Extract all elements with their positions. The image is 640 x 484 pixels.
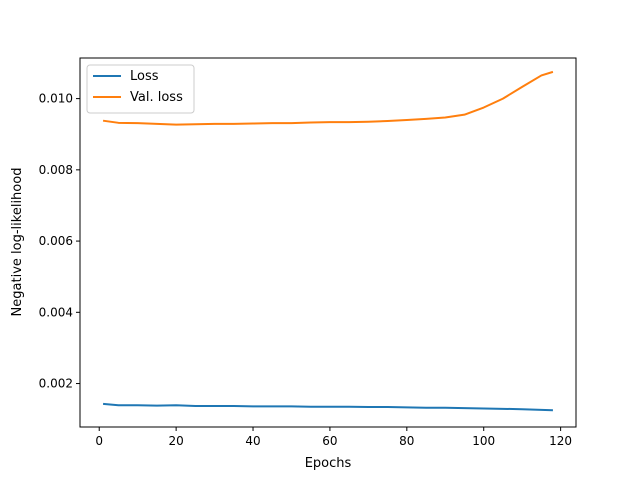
legend: Loss Val. loss — [86, 64, 195, 114]
y-tick-label: 0.006 — [39, 234, 73, 248]
x-tick-label: 20 — [168, 434, 183, 448]
plot-area-frame — [79, 57, 577, 428]
series-lines — [102, 70, 554, 412]
y-tick-label: 0.010 — [39, 92, 73, 106]
y-axis-ticks: 0.002 0.004 0.006 0.008 0.010 — [39, 92, 80, 391]
x-tick-label: 60 — [322, 434, 337, 448]
x-tick-label: 0 — [95, 434, 103, 448]
series-line-0 — [102, 402, 553, 412]
x-tick-label: 80 — [399, 434, 414, 448]
y-tick-label: 0.004 — [39, 305, 73, 319]
x-tick-label: 120 — [549, 434, 572, 448]
x-axis-label: Epochs — [305, 456, 352, 471]
legend-label-val-loss: Val. loss — [130, 90, 183, 105]
y-axis-label: Negative log-likelihood — [10, 168, 25, 317]
legend-label-loss: Loss — [130, 69, 159, 84]
x-tick-label: 40 — [245, 434, 260, 448]
x-axis-ticks: 0 20 40 60 80 100 120 — [95, 427, 572, 448]
y-tick-label: 0.002 — [39, 377, 73, 391]
x-tick-label: 100 — [472, 434, 495, 448]
y-tick-label: 0.008 — [39, 163, 73, 177]
series-line-1 — [102, 70, 554, 126]
